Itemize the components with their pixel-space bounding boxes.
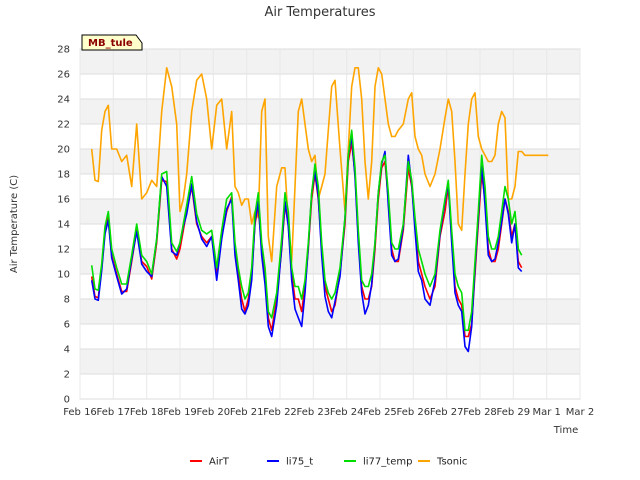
- y-tick-label: 12: [57, 245, 70, 256]
- legend-label: AirT: [209, 457, 230, 468]
- x-axis-ticks: Feb 16 Feb 17 Feb 18 Feb 19 Feb 20 Feb 21 Feb …: [63, 407, 594, 418]
- y-tick-label: 22: [57, 120, 70, 131]
- x-tick-label: Feb 26: [397, 407, 431, 418]
- legend: AirT li75_t li77_temp Tsonic: [190, 457, 467, 468]
- y-tick-label: 24: [57, 95, 70, 106]
- y-tick-label: 18: [57, 170, 70, 181]
- series-lines: [90, 67, 549, 353]
- y-tick-label: 0: [64, 395, 70, 406]
- x-tick-label: Feb 25: [363, 407, 397, 418]
- y-tick-label: 16: [57, 195, 70, 206]
- series-line-tsonic: [90, 67, 549, 263]
- y-tick-label: 2: [64, 370, 70, 381]
- chart-title: Air Temperatures: [264, 5, 375, 20]
- grid-band: [80, 149, 580, 174]
- grid-band: [80, 199, 580, 224]
- y-tick-label: 8: [64, 295, 70, 306]
- y-axis-label: Air Temperature (C): [9, 175, 20, 273]
- site-tag-label: MB_tule: [88, 38, 133, 49]
- y-tick-label: 26: [57, 70, 70, 81]
- x-tick-label: Feb 27: [430, 407, 464, 418]
- x-tick-label: Feb 20: [197, 407, 231, 418]
- y-tick-label: 28: [57, 45, 70, 56]
- x-tick-label: Feb 24: [330, 407, 364, 418]
- x-tick-label: Feb 18: [130, 407, 164, 418]
- x-tick-label: Mar 1: [532, 407, 560, 418]
- y-tick-label: 4: [64, 345, 70, 356]
- x-tick-label: Feb 21: [230, 407, 264, 418]
- x-axis-label: Time: [553, 425, 578, 436]
- x-tick-label: Feb 17: [97, 407, 131, 418]
- y-tick-label: 14: [57, 220, 70, 231]
- legend-label: li75_t: [286, 457, 313, 468]
- y-tick-label: 6: [64, 320, 70, 331]
- x-tick-label: Feb 16: [63, 407, 97, 418]
- series-line-li77_temp: [90, 129, 523, 332]
- x-tick-label: Feb 29: [497, 407, 531, 418]
- site-tag: MB_tule: [81, 34, 143, 51]
- x-tick-label: Feb 22: [263, 407, 297, 418]
- grid-band: [80, 349, 580, 374]
- x-tick-label: Feb 28: [463, 407, 497, 418]
- legend-label: Tsonic: [436, 457, 467, 468]
- x-tick-label: Feb 23: [297, 407, 331, 418]
- legend-label: li77_temp: [363, 457, 412, 468]
- x-tick-label: Feb 19: [163, 407, 197, 418]
- grid-band: [80, 49, 580, 74]
- y-tick-label: 10: [57, 270, 70, 281]
- x-tick-label: Mar 2: [566, 407, 594, 418]
- y-tick-label: 20: [57, 145, 70, 156]
